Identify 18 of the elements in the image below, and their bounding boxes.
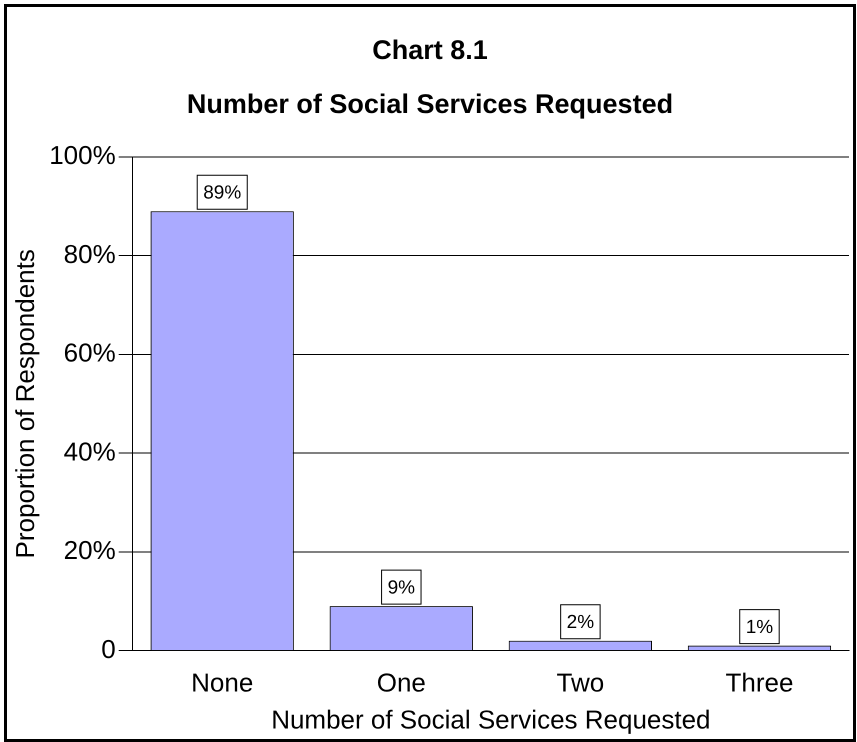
y-tick-label: 0 [101, 634, 116, 664]
x-tick-label: One [376, 667, 426, 698]
y-tick-label: 60% [64, 338, 116, 368]
chart-subtitle: Number of Social Services Requested [186, 89, 674, 120]
data-label: 9% [388, 577, 416, 598]
y-axis-title: Proportion of Respondents [10, 249, 40, 558]
chart-title: Chart 8.1 [371, 35, 489, 66]
x-tick-label: Two [556, 667, 604, 698]
y-tick-label: 80% [64, 238, 116, 269]
x-tick-label: None [191, 667, 254, 698]
x-tick-label: Three [726, 667, 794, 698]
y-tick-label: 40% [64, 436, 116, 466]
y-tick-label: 100% [49, 140, 116, 170]
data-label: 2% [566, 612, 594, 633]
x-axis-title: Number of Social Services Requested [271, 704, 711, 735]
data-label: 1% [746, 616, 774, 638]
y-tick-label: 20% [64, 535, 116, 566]
data-label: 89% [203, 182, 242, 204]
